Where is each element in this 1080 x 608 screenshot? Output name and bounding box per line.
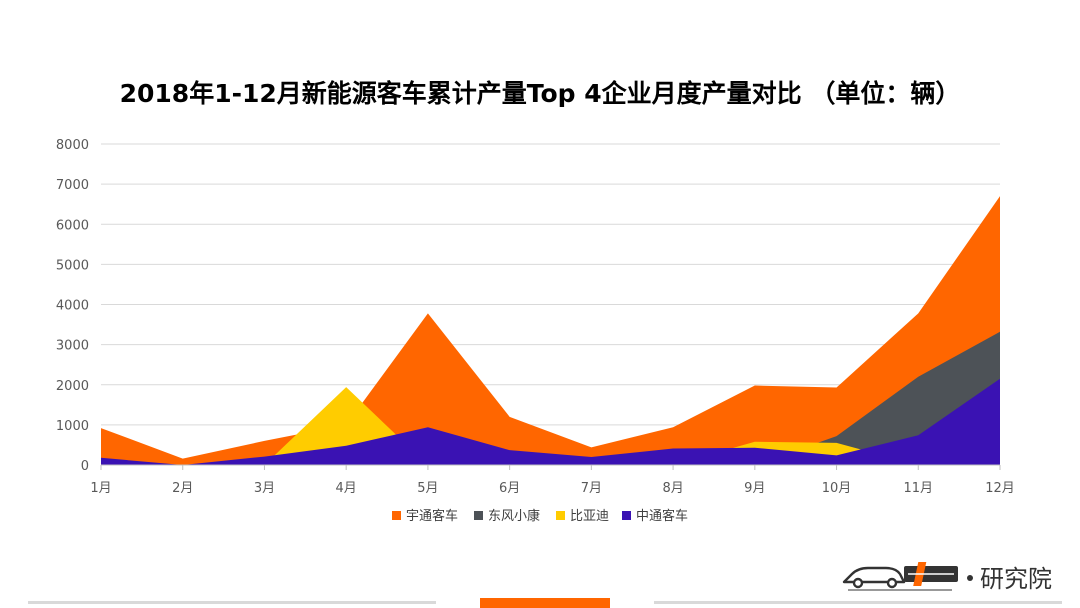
legend-label: 宇通客车 <box>406 508 458 524</box>
x-tick-label: 9月 <box>744 481 765 496</box>
y-tick-label: 1000 <box>56 419 89 434</box>
y-tick-label: 5000 <box>56 258 89 273</box>
area-layer <box>101 196 1000 465</box>
x-tick-label: 6月 <box>499 481 520 496</box>
footer-accent <box>480 598 610 608</box>
legend-label: 东风小康 <box>488 508 540 524</box>
y-tick-label: 7000 <box>56 178 89 193</box>
y-tick-label: 4000 <box>56 299 89 314</box>
x-tick-label: 1月 <box>90 481 111 496</box>
grid-layer <box>101 143 1000 426</box>
logo-dot <box>967 575 973 581</box>
footer-line-left <box>28 601 436 604</box>
x-tick-label: 12月 <box>985 481 1015 496</box>
y-tick-label: 8000 <box>56 138 89 153</box>
x-tick-label: 7月 <box>581 481 602 496</box>
x-tick-label: 2月 <box>172 481 193 496</box>
y-tick-label: 3000 <box>56 339 89 354</box>
y-tick-label: 2000 <box>56 379 89 394</box>
x-tick-label: 5月 <box>417 481 438 496</box>
legend-swatch <box>392 511 401 520</box>
area-series-4 <box>101 378 1000 465</box>
x-tick-label: 3月 <box>254 481 275 496</box>
legend-swatch <box>556 511 565 520</box>
logo-text: 研究院 <box>980 565 1052 593</box>
chart-title: 2018年1-12月新能源客车累计产量Top 4企业月度产量对比 （单位：辆） <box>119 79 961 108</box>
legend-swatch <box>474 511 483 520</box>
brand-logo: 研究院 <box>842 562 1052 593</box>
car-logo-icon <box>842 562 958 591</box>
legend-label: 中通客车 <box>636 508 688 524</box>
x-tick-label: 11月 <box>903 481 933 496</box>
legend-swatch <box>622 511 631 520</box>
area-series-3 <box>101 387 1000 465</box>
area-series-1 <box>101 196 1000 465</box>
x-tick-label: 4月 <box>336 481 357 496</box>
y-tick-label: 0 <box>81 459 89 474</box>
axis-layer: 0 1000 2000 3000 4000 5000 6000 7000 8000 1月 2月 3月 4… <box>56 138 1015 496</box>
x-tick-label: 10月 <box>822 481 852 496</box>
y-tick-label: 6000 <box>56 218 89 233</box>
legend-label: 比亚迪 <box>570 509 609 524</box>
legend: 宇通客车 东风小康 比亚迪 中通客车 <box>392 508 688 524</box>
x-tick-label: 8月 <box>662 481 683 496</box>
footer-line-right <box>654 601 1062 604</box>
